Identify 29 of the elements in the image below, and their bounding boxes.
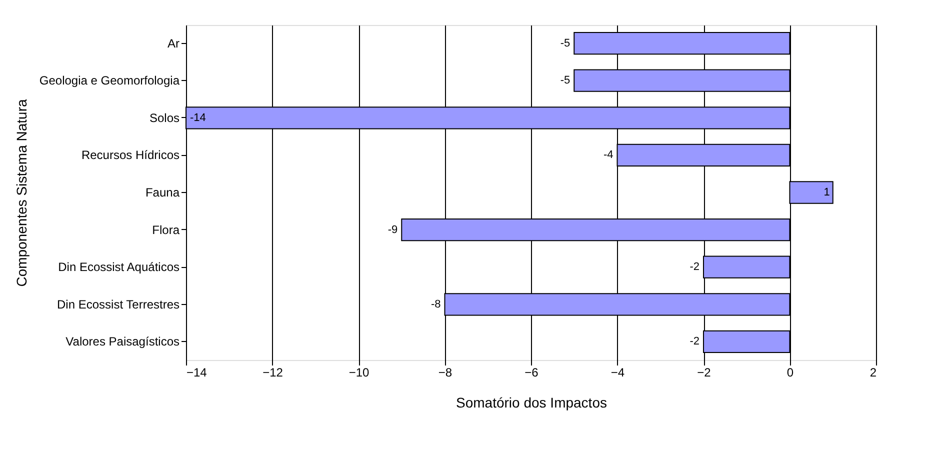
data-label: -14: [190, 112, 206, 124]
data-label: -2: [690, 261, 700, 274]
data-label: -4: [603, 149, 614, 162]
data-label: 1: [824, 186, 830, 198]
x-tick-label: −12: [262, 366, 284, 380]
data-label: -2: [690, 336, 700, 348]
y-axis-title: Componentes Sistema Natura: [13, 99, 30, 287]
y-tick-label: Flora: [152, 222, 180, 237]
y-tick-label: Geologia e Geomorfologia: [39, 74, 180, 88]
x-tick-label: 2: [870, 366, 877, 380]
data-label: -8: [430, 298, 441, 310]
y-tick-label: Valores Paisagísticos: [66, 334, 180, 349]
x-tick-label: −6: [524, 366, 539, 380]
data-label: -5: [560, 37, 570, 50]
x-tick-label: −8: [438, 366, 452, 380]
data-label: -9: [388, 224, 398, 236]
y-tick-label: Ar: [168, 36, 180, 50]
y-tick-label: Recursos Hídricos: [81, 148, 180, 162]
x-tick-label: 0: [786, 366, 794, 380]
y-tick-label: Din Ecossist Terrestres: [57, 297, 180, 312]
y-tick-label: Din Ecossist Aquáticos: [58, 260, 180, 274]
x-tick-label: −14: [186, 366, 208, 380]
x-tick-label: −2: [697, 366, 712, 380]
y-tick-label: Fauna: [145, 186, 180, 200]
x-tick-label: −10: [348, 366, 370, 380]
data-label: -5: [560, 74, 570, 87]
x-tick-label: −4: [610, 366, 625, 380]
y-tick-label: Solos: [149, 110, 180, 125]
x-axis-title: Somatório dos Impactos: [456, 394, 607, 410]
